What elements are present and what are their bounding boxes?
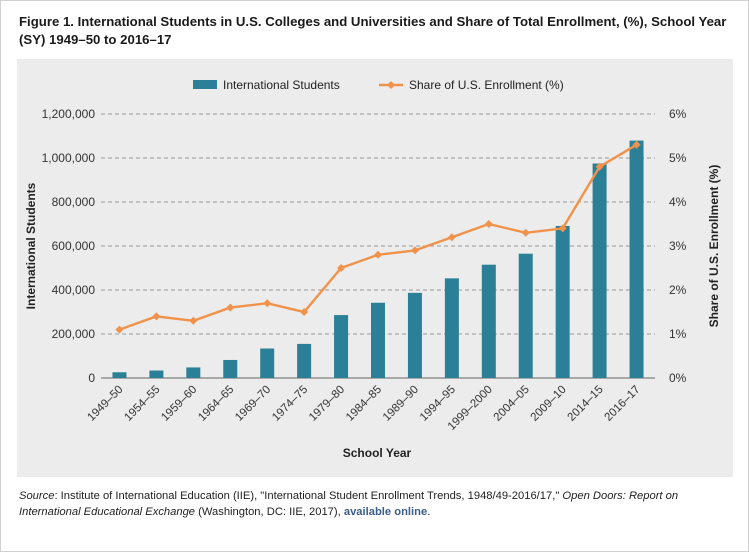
legend-bar-swatch — [193, 80, 217, 89]
x-tick-label: 1979–80 — [307, 384, 347, 424]
source-publication: Open Doors: Report on International Educ… — [19, 490, 679, 518]
x-tick-label: 2004–05 — [492, 384, 532, 424]
x-tick-label: 1969–70 — [233, 384, 273, 424]
source-label: Source — [19, 490, 55, 502]
y-tick-label: 200,000 — [52, 327, 96, 341]
share-marker — [447, 233, 456, 242]
y2-tick-label: 5% — [669, 151, 687, 165]
bar — [334, 315, 349, 378]
share-marker — [115, 325, 124, 334]
y2-tick-label: 0% — [669, 371, 687, 385]
x-tick-label: 1984–85 — [344, 384, 384, 424]
x-tick-label: 1949–50 — [85, 384, 125, 424]
y2-tick-label: 6% — [669, 107, 687, 121]
x-tick-label: 2016–17 — [603, 384, 643, 424]
figure-title: Figure 1. International Students in U.S.… — [19, 14, 727, 47]
y2-axis-title: Share of U.S. Enrollment (%) — [707, 165, 721, 328]
legend-line-label: Share of U.S. Enrollment (%) — [409, 78, 564, 92]
x-tick-label: 1959–60 — [159, 384, 199, 424]
x-tick-label: 1964–65 — [196, 384, 236, 424]
y-tick-label: 0 — [88, 371, 95, 385]
bar — [223, 359, 238, 378]
share-marker — [263, 299, 272, 308]
bar — [371, 302, 385, 378]
share-marker — [226, 303, 235, 312]
share-marker — [521, 228, 530, 237]
y-tick-label: 800,000 — [52, 195, 96, 209]
bar — [260, 348, 275, 378]
share-marker — [337, 264, 346, 272]
source-end: . — [427, 506, 431, 518]
y2-tick-label: 3% — [669, 239, 687, 253]
legend-line-marker — [387, 81, 395, 89]
x-axis-title: School Year — [343, 446, 412, 460]
share-marker — [189, 316, 198, 325]
x-tick-label: 1974–75 — [270, 384, 310, 424]
share-marker — [595, 162, 604, 171]
chart-panel — [17, 59, 733, 477]
bar — [518, 253, 533, 378]
source-text-2: (Washington, DC: IIE, 2017), — [195, 506, 344, 518]
bar — [186, 367, 201, 378]
share-marker — [632, 140, 641, 149]
bar — [444, 278, 459, 378]
share-marker — [410, 246, 419, 255]
x-tick-label: 2014–15 — [566, 384, 606, 424]
share-marker — [484, 220, 493, 228]
bar — [481, 264, 496, 378]
y-tick-label: 1,000,000 — [42, 151, 96, 165]
source-note: Source: Institute of International Educa… — [19, 488, 734, 520]
y-tick-label: 400,000 — [52, 283, 96, 297]
y2-tick-label: 1% — [669, 327, 687, 341]
x-tick-label: 1989–90 — [381, 384, 421, 424]
y-axis-title: International Students — [24, 182, 38, 309]
source-link[interactable]: available online — [343, 506, 428, 518]
legend-bar-label: International Students — [223, 78, 340, 92]
bar — [407, 292, 422, 378]
y-tick-label: 600,000 — [52, 239, 96, 253]
x-tick-label: 1954–55 — [122, 384, 162, 424]
share-marker — [300, 308, 309, 316]
y-tick-label: 1,200,000 — [42, 107, 96, 121]
share-marker — [558, 224, 567, 233]
share-marker — [152, 312, 161, 321]
source-text: : Institute of International Education (… — [54, 490, 563, 502]
bar — [149, 370, 164, 378]
bar — [629, 140, 644, 378]
bar — [297, 343, 312, 378]
y2-tick-label: 2% — [669, 283, 687, 297]
y2-tick-label: 4% — [669, 195, 687, 209]
bar — [112, 372, 127, 378]
share-marker — [374, 250, 382, 259]
bar — [592, 163, 607, 378]
x-tick-label: 2009–10 — [529, 384, 569, 424]
bar — [555, 225, 570, 378]
